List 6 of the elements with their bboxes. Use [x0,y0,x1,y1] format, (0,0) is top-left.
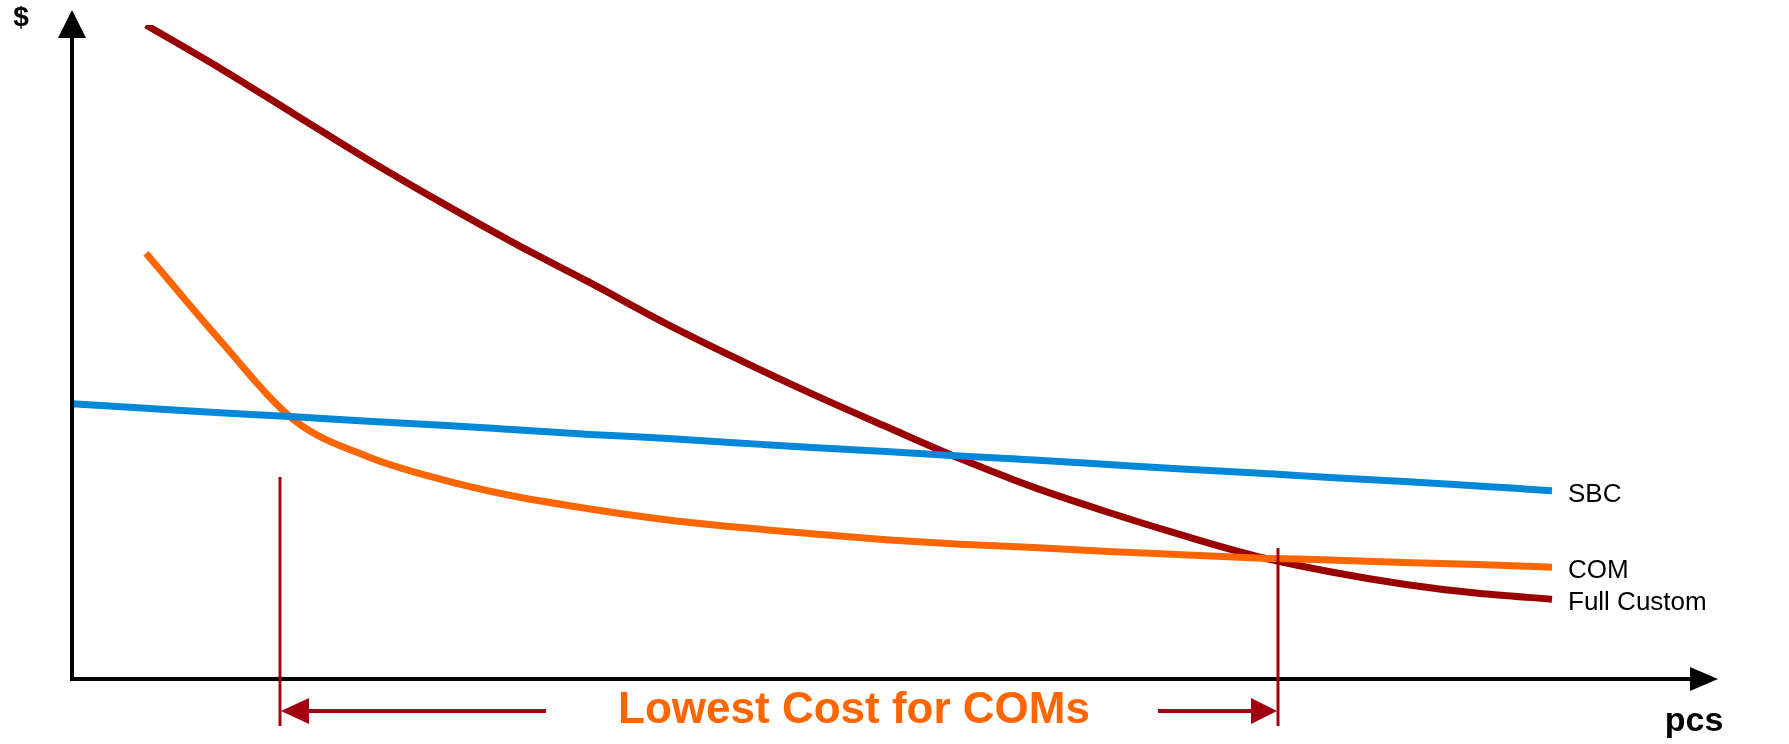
text: Lowest Cost for COMs [618,683,1090,733]
series-label: COM [1568,554,1629,585]
x-axis-title: pcs [1664,700,1724,739]
y-axis-title: $ [13,0,30,32]
series-label: SBC [1568,477,1622,508]
series-label: Full Custom [1568,586,1707,617]
